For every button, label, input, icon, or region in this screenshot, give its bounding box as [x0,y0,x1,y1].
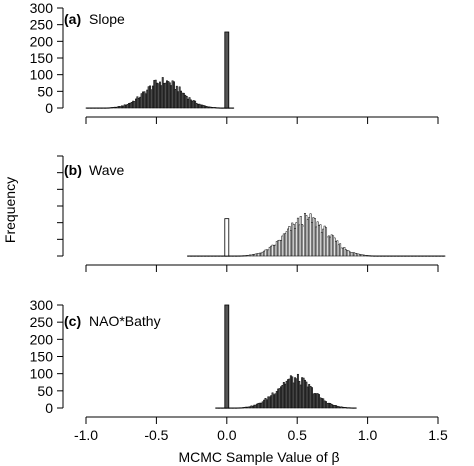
y-tick-label: 150 [30,50,54,66]
y-axis-title: Frequency [2,177,18,243]
x-tick-label: 0.5 [287,427,307,443]
x-tick-label: 1.5 [428,427,448,443]
y-tick-label: 300 [30,0,54,16]
panel-b-tag: (b) [64,162,82,178]
x-tick-label: 1.0 [358,427,378,443]
y-tick-label: 0 [45,400,53,416]
y-tick-label: 100 [30,366,54,382]
spike-bar [224,218,230,257]
y-tick-label: 250 [30,314,54,330]
panel-c-x-axis: -1.0 -0.5 0.0 0.5 1.0 1.5 [74,416,448,443]
panel-b-y-axis [57,155,64,257]
y-tick-label: 200 [30,331,54,347]
y-tick-label: 50 [37,383,53,399]
y-tick-label: 200 [30,33,54,49]
spike-bar [224,304,230,409]
panel-b-bars [187,212,446,257]
panel-b-x-axis [85,264,439,272]
panel-c-title: NAO*Bathy [89,313,161,329]
panel-b: (b) Wave [57,155,446,272]
histogram-bar [443,255,446,257]
y-tick-label: 300 [30,297,54,313]
panel-a-title: Slope [89,11,125,27]
x-tick-label: -0.5 [144,427,168,443]
y-tick-label: 100 [30,67,54,83]
panel-c-bars [215,304,357,409]
y-tick-label: 50 [37,83,53,99]
panel-a-bars [85,31,235,109]
histogram-bar [232,107,235,109]
x-tick-label: 0.0 [217,427,237,443]
y-tick-label: 0 [45,100,53,116]
panel-c-tag: (c) [64,313,81,329]
y-tick-label: 150 [30,349,54,365]
panel-b-title: Wave [89,162,124,178]
spike-bar [224,31,230,109]
x-axis-title: MCMC Sample Value of β [178,449,339,465]
y-tick-label: 250 [30,17,54,33]
panel-a-x-axis [85,116,439,124]
x-tick-label: -1.0 [74,427,98,443]
histogram-bar [354,407,357,409]
panel-a-tag: (a) [64,11,81,27]
